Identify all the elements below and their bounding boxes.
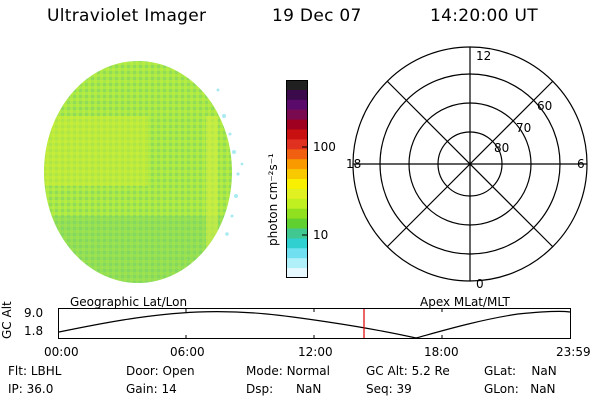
colorbar-band <box>286 179 308 190</box>
mlt-label-6: 6 <box>577 157 585 171</box>
timeline-xtick-1800: 18:00 <box>424 345 459 359</box>
info-dsp: Dsp: NaN <box>246 382 322 396</box>
timeline-axis-label: GC Alt <box>0 301 14 339</box>
colorbar-band <box>286 258 308 269</box>
colorbar-band <box>286 119 308 130</box>
colorbar-band <box>286 268 308 278</box>
colorbar-band <box>286 99 308 111</box>
info-ip: IP: 36.0 <box>8 382 54 396</box>
auroral-image <box>44 61 244 283</box>
disk-fill <box>44 61 232 283</box>
colorbar-band <box>286 248 308 259</box>
colorbar-band <box>286 109 308 121</box>
timeline-xtick-2359: 23:59 <box>556 345 591 359</box>
colorbar-band <box>286 198 308 210</box>
timeline-ytick-high: 9.0 <box>24 306 44 320</box>
colorbar-band <box>286 218 308 229</box>
colorbar-tick-100: 100 <box>313 140 336 154</box>
timeline-xtick-0600: 06:00 <box>170 345 205 359</box>
colorbar-band <box>286 89 308 101</box>
mlt-label-18: 18 <box>346 157 361 171</box>
timeline-ytick-low: 1.8 <box>24 324 44 338</box>
info-door: Door: Open <box>126 364 195 378</box>
colorbar-tick-10: 10 <box>313 228 329 242</box>
colorbar-unit-label: photon cm⁻²s⁻¹ <box>266 153 280 246</box>
info-seq: Seq: 39 <box>366 382 412 396</box>
limb-speckle <box>216 88 244 236</box>
mlt-label-0: 0 <box>476 277 484 291</box>
colorbar-band <box>286 208 308 220</box>
info-gain: Gain: 14 <box>126 382 177 396</box>
colorbar-band <box>286 80 308 91</box>
instrument-title: Ultraviolet Imager <box>47 6 207 26</box>
colorbar-band <box>286 188 308 200</box>
colorbar-band <box>286 238 308 249</box>
lat-label-60: 60 <box>537 99 552 113</box>
info-flt: Flt: LBHL <box>8 364 62 378</box>
timeline-right-title: Apex MLat/MLT <box>420 295 510 309</box>
info-mode: Mode: Normal <box>246 364 330 378</box>
mlt-label-12: 12 <box>476 49 491 63</box>
altitude-curve <box>58 310 571 339</box>
colorbar <box>286 80 308 278</box>
timeline-xtick-1200: 12:00 <box>298 345 333 359</box>
polar-grid: 12 0 18 6 60 70 80 <box>346 46 588 291</box>
date-label: 19 Dec 07 <box>272 6 362 26</box>
altitude-timeline <box>58 308 571 339</box>
lat-label-80: 80 <box>494 141 509 155</box>
lat-label-70: 70 <box>516 121 531 135</box>
time-label: 14:20:00 UT <box>430 6 538 26</box>
colorbar-band <box>286 149 308 160</box>
colorbar-band <box>286 139 308 150</box>
info-glon: GLon: NaN <box>484 382 556 396</box>
info-gc-alt: GC Alt: 5.2 Re <box>366 364 450 378</box>
timeline-left-title: Geographic Lat/Lon <box>70 295 188 309</box>
colorbar-band <box>286 159 308 170</box>
colorbar-band <box>286 129 308 140</box>
colorbar-band <box>286 228 308 239</box>
colorbar-band <box>286 169 308 180</box>
timeline-xtick-0000: 00:00 <box>44 345 79 359</box>
info-glat: GLat: NaN <box>484 364 557 378</box>
